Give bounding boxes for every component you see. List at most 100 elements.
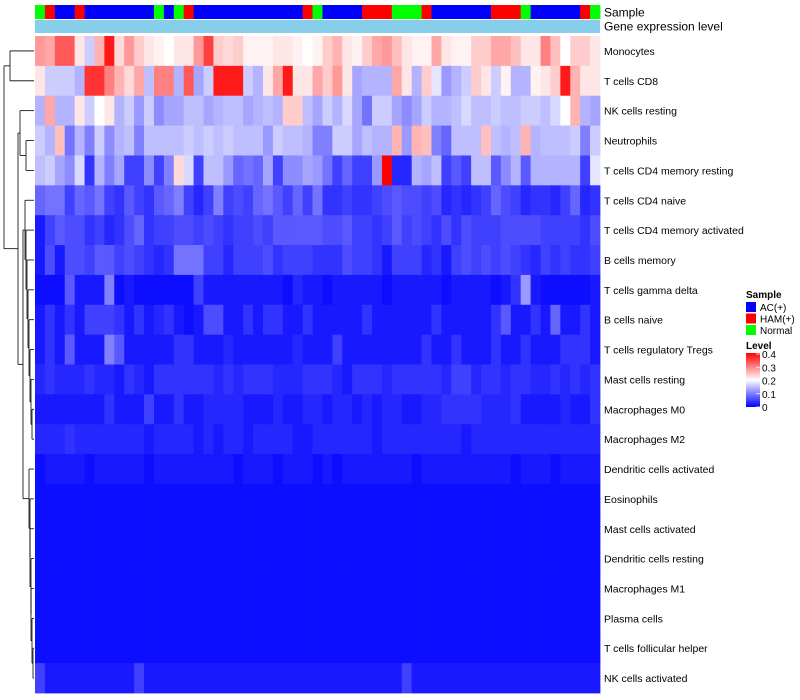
- heatmap-cell: [510, 364, 522, 395]
- heatmap-cell: [372, 274, 383, 306]
- heatmap-cell: [560, 65, 571, 97]
- heatmap-cell: [183, 245, 194, 276]
- heatmap-cell: [451, 155, 462, 186]
- heatmap-cell: [381, 65, 393, 97]
- heatmap-cell: [44, 543, 56, 574]
- heatmap-cell: [183, 603, 194, 634]
- sample-annotation-cell: [580, 5, 591, 19]
- heatmap-cell: [114, 483, 125, 515]
- heatmap-cell: [163, 424, 175, 455]
- heatmap-cell: [570, 394, 581, 425]
- heatmap-cell: [193, 603, 204, 634]
- heatmap-cell: [94, 454, 105, 485]
- heatmap-cell: [461, 454, 472, 485]
- heatmap-cell: [104, 95, 115, 126]
- heatmap-cell: [490, 364, 502, 395]
- level-legend-tick-label: 0.1: [762, 390, 776, 401]
- level-legend-tick-label: 0.3: [762, 363, 776, 374]
- heatmap-cell: [193, 364, 204, 395]
- heatmap-cell: [421, 304, 432, 336]
- heatmap-cell: [590, 454, 601, 485]
- row-label: B cells naive: [604, 315, 663, 327]
- heatmap-cell: [441, 185, 452, 216]
- heatmap-cell: [570, 663, 581, 694]
- heatmap-cell: [471, 245, 482, 276]
- heatmap-cell: [391, 633, 403, 664]
- heatmap-cell: [253, 215, 264, 246]
- heatmap-cell: [490, 663, 502, 694]
- heatmap-cell: [431, 573, 442, 604]
- heatmap-cell: [94, 394, 105, 425]
- heatmap-cell: [203, 424, 214, 455]
- heatmap-cell: [481, 394, 492, 425]
- heatmap-cell: [372, 304, 383, 336]
- heatmap-cell: [114, 603, 125, 634]
- heatmap-cell: [213, 663, 224, 694]
- heatmap-cell: [272, 125, 284, 156]
- heatmap-cell: [94, 155, 105, 186]
- heatmap-cell: [134, 95, 145, 126]
- heatmap-cell: [203, 304, 214, 336]
- heatmap-cell: [461, 36, 472, 67]
- heatmap-cell: [520, 274, 532, 306]
- sample-annotation-cell: [381, 5, 393, 19]
- sample-annotation-cell: [262, 5, 274, 19]
- heatmap-cell: [411, 364, 422, 395]
- heatmap-cell: [372, 65, 383, 97]
- heatmap-cell: [213, 304, 224, 336]
- heatmap-cell: [381, 155, 393, 186]
- heatmap-cell: [481, 334, 492, 365]
- heatmap-cell: [451, 125, 462, 156]
- heatmap-cell: [104, 334, 115, 365]
- heatmap-cell: [510, 454, 522, 485]
- heatmap-cell: [490, 603, 502, 634]
- heatmap-cell: [401, 245, 413, 276]
- heatmap-cell: [381, 245, 393, 276]
- heatmap-cell: [292, 454, 304, 485]
- heatmap-cell: [550, 215, 561, 246]
- heatmap-cell: [332, 573, 343, 604]
- sample-annotation-cell: [44, 5, 56, 19]
- heatmap-cell: [411, 513, 422, 545]
- heatmap-cell: [560, 274, 571, 306]
- heatmap-cell: [342, 125, 353, 156]
- heatmap-cell: [441, 633, 452, 664]
- heatmap-cell: [441, 65, 452, 97]
- heatmap-cell: [253, 483, 264, 515]
- heatmap-cell: [461, 155, 472, 186]
- heatmap-cell: [262, 573, 274, 604]
- heatmap-cell: [253, 573, 264, 604]
- heatmap-cell: [35, 334, 46, 365]
- heatmap-cell: [153, 36, 165, 67]
- heatmap-cell: [550, 543, 561, 574]
- heatmap-cell: [114, 36, 125, 67]
- heatmap-cell: [94, 95, 105, 126]
- heatmap-cell: [342, 95, 353, 126]
- heatmap-cell: [411, 424, 422, 455]
- heatmap-cell: [302, 394, 313, 425]
- heatmap-cell: [550, 573, 561, 604]
- heatmap-cell: [381, 663, 393, 694]
- heatmap-cell: [451, 483, 462, 515]
- heatmap-cell: [292, 334, 304, 365]
- heatmap-cell: [312, 454, 323, 485]
- heatmap-cell: [163, 543, 175, 574]
- heatmap-cell: [64, 543, 76, 574]
- heatmap-cell: [381, 424, 393, 455]
- heatmap-cell: [163, 454, 175, 485]
- heatmap-cell: [213, 65, 224, 97]
- heatmap-cell: [510, 304, 522, 336]
- heatmap-cell: [342, 65, 353, 97]
- heatmap-cell: [183, 215, 194, 246]
- heatmap-cell: [500, 125, 512, 156]
- heatmap-cell: [312, 95, 323, 126]
- heatmap-cell: [391, 364, 403, 395]
- heatmap-cell: [64, 394, 76, 425]
- heatmap-cell: [94, 483, 105, 515]
- heatmap-cell: [223, 215, 234, 246]
- sample-annotation-cell: [342, 5, 353, 19]
- heatmap-cell: [520, 364, 532, 395]
- heatmap-cell: [332, 364, 343, 395]
- sample-annotation-cell: [282, 5, 294, 19]
- heatmap-cell: [223, 65, 234, 97]
